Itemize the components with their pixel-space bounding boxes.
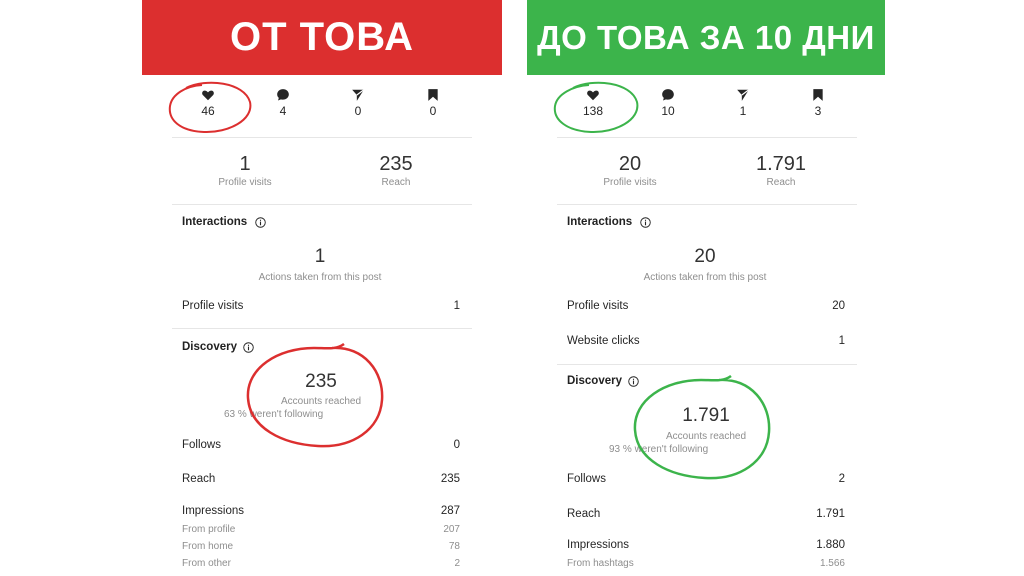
profile-visits-label: Profile visits: [603, 177, 657, 188]
comments-count: 4: [279, 104, 287, 118]
website-clicks-row-value: 1: [838, 335, 845, 347]
highlight-circle: [633, 374, 771, 480]
comment-icon: [662, 89, 674, 101]
website-clicks-row-label: Website clicks: [567, 335, 640, 347]
reach-value: 1.791: [755, 153, 807, 175]
divider: [557, 364, 857, 365]
send-icon: [352, 89, 365, 101]
from-profile-label: From profile: [182, 524, 236, 535]
from-other-value: 2: [454, 558, 460, 569]
likes-count: 138: [582, 104, 604, 118]
after-banner: ДО ТОВА ЗА 10 ДНИ: [527, 0, 885, 75]
comments-count: 10: [661, 104, 675, 118]
after-panel: ДО ТОВА ЗА 10 ДНИ 138 10 1 3 20 Profile …: [527, 0, 887, 576]
bookmark-icon: [813, 89, 823, 101]
divider: [172, 137, 472, 138]
from-home-value: 78: [448, 541, 460, 552]
divider: [172, 204, 472, 205]
interactions-value: 20: [694, 246, 716, 267]
follows-row-label: Follows: [182, 439, 221, 451]
accounts-reached-value: 235: [305, 371, 337, 392]
discovery-title: Discovery: [182, 341, 237, 353]
shares-count: 0: [354, 104, 362, 118]
profile-visits-row-label: Profile visits: [567, 300, 629, 312]
from-home-label: From home: [182, 541, 234, 552]
bookmark-icon: [428, 89, 438, 101]
comment-icon: [277, 89, 289, 101]
info-icon[interactable]: [243, 342, 254, 353]
reach-label: Reach: [381, 177, 411, 188]
divider: [172, 328, 472, 329]
divider: [557, 204, 857, 205]
before-banner-text: ОТ ТОВА: [230, 15, 414, 59]
profile-visits-row-value: 1: [453, 300, 460, 312]
heart-icon: [202, 90, 214, 101]
reach-label: Reach: [766, 177, 796, 188]
from-hashtags-value: 1.566: [819, 558, 845, 569]
interactions-value: 1: [314, 246, 326, 267]
shares-count: 1: [739, 104, 747, 118]
interactions-title: Interactions: [567, 216, 633, 228]
after-banner-text: ДО ТОВА ЗА 10 ДНИ: [537, 18, 875, 56]
profile-visits-value: 1: [239, 153, 251, 175]
profile-visits-value: 20: [618, 153, 642, 175]
reach-row-label: Reach: [182, 473, 216, 485]
reach-row-label: Reach: [567, 508, 601, 520]
impressions-row-label: Impressions: [567, 539, 629, 551]
from-hashtags-label: From hashtags: [567, 558, 634, 569]
impressions-row-value: 1.880: [816, 539, 845, 551]
accounts-reached-value: 1.791: [682, 405, 730, 426]
info-icon[interactable]: [628, 376, 639, 387]
non-followers-note: 63 % weren't following: [224, 409, 324, 420]
send-icon: [737, 89, 750, 101]
profile-visits-row-label: Profile visits: [182, 300, 244, 312]
discovery-title: Discovery: [567, 375, 622, 387]
reach-value: 235: [379, 153, 413, 175]
from-other-label: From other: [182, 558, 231, 569]
before-banner: ОТ ТОВА: [142, 0, 502, 75]
non-followers-note: 93 % weren't following: [609, 444, 709, 455]
follows-row-value: 0: [453, 439, 460, 451]
saves-count: 0: [429, 104, 437, 118]
info-icon[interactable]: [255, 217, 266, 228]
saves-count: 3: [814, 104, 822, 118]
heart-icon: [587, 90, 599, 101]
divider: [557, 137, 857, 138]
reach-row-value: 1.791: [816, 508, 845, 520]
info-icon[interactable]: [640, 217, 651, 228]
impressions-row-label: Impressions: [182, 505, 244, 517]
interactions-subtitle: Actions taken from this post: [258, 272, 382, 283]
interactions-subtitle: Actions taken from this post: [643, 272, 767, 283]
from-profile-value: 207: [443, 524, 460, 535]
impressions-row-value: 287: [440, 505, 460, 517]
follows-row-value: 2: [838, 473, 845, 485]
before-panel: ОТ ТОВА 46 4 0 0 1 Profile visits 235 Re…: [142, 0, 502, 576]
interactions-title: Interactions: [182, 216, 248, 228]
reach-row-value: 235: [440, 473, 460, 485]
profile-visits-label: Profile visits: [218, 177, 272, 188]
accounts-reached-label: Accounts reached: [280, 396, 362, 407]
accounts-reached-label: Accounts reached: [665, 431, 747, 442]
profile-visits-row-value: 20: [832, 300, 845, 312]
likes-count: 46: [201, 104, 215, 118]
follows-row-label: Follows: [567, 473, 606, 485]
